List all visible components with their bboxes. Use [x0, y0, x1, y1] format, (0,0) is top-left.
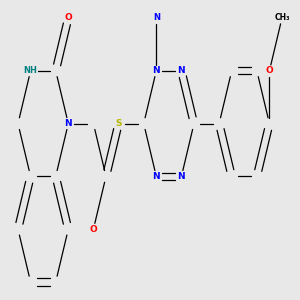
Text: N: N: [153, 14, 160, 22]
Text: CH₃: CH₃: [274, 14, 290, 22]
Text: N: N: [178, 66, 185, 75]
Text: N: N: [152, 172, 160, 181]
Text: O: O: [90, 225, 97, 234]
Text: O: O: [64, 14, 72, 22]
Text: NH: NH: [24, 66, 38, 75]
Text: S: S: [115, 119, 122, 128]
Text: N: N: [152, 66, 160, 75]
Text: N: N: [64, 119, 72, 128]
Text: N: N: [178, 172, 185, 181]
Text: O: O: [266, 66, 273, 75]
